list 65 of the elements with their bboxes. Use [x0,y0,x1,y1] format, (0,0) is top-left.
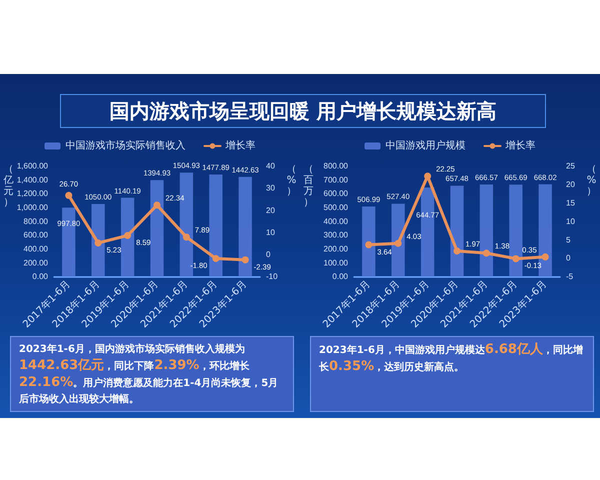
y-tick-label: 200.00 [24,258,49,268]
y2-axis-title: （%） [286,164,297,197]
bar [450,186,464,277]
y-tick-label: 600.00 [24,230,49,240]
y-tick-label: 100.00 [324,258,349,268]
text: 国内游戏市场呈现回暖 用户增长规模达新高 [60,94,546,128]
point [182,234,190,241]
y-tick-label: 0.00 [32,272,49,282]
y2-tick-label: 40 [266,162,276,170]
point [394,240,402,247]
point [242,256,249,264]
point [365,241,372,248]
y2-tick-label: -5 [566,272,574,282]
legend-label: 中国游戏市场实际销售收入 [66,140,186,152]
y2-tick-label: 20 [566,180,576,189]
y-axis-title: （亿元） [3,164,14,208]
point [65,192,72,199]
y-tick-label: 700.00 [324,175,349,184]
y-tick-label: 800.00 [324,162,349,170]
bar [120,198,134,277]
y-tick-label: 400.00 [24,244,49,254]
point [512,255,520,262]
y-tick-label: 1,000.00 [16,202,49,212]
y2-tick-label: 25 [566,162,576,170]
y-tick-label: 1,400.00 [16,175,49,184]
y2-tick-label: 10 [266,228,276,237]
legend-label: 增长率 [224,140,256,152]
y-tick-label: 200.00 [324,244,349,254]
y-tick-label: 500.00 [324,202,349,212]
bar [392,204,405,277]
y2-tick-label: 30 [266,184,276,193]
y-tick-label: 400.00 [324,216,349,226]
legend-label: 增长率 [504,140,536,152]
y-tick-label: 1,200.00 [16,189,49,198]
y2-tick-label: 15 [566,198,576,208]
text: 2023年1-6月，国内游戏市场实际销售收入规模为1442.63亿元，同比下降2.39%，环比增长22.16%。用户消费意愿及能力在1-4月尚未恢复，5月后市场收入出现较大增幅。 [19,344,278,405]
y2-tick-label: -10 [266,272,278,282]
point [542,253,549,260]
point [482,250,490,257]
y-tick-label: 600.00 [324,189,349,198]
point [124,232,132,240]
bar [209,174,222,277]
point [154,202,160,209]
bar [238,176,252,277]
point [454,247,460,254]
y2-tick-label: 20 [266,206,276,215]
text: 2023年1-6月，中国游戏用户规模达6.68亿人，同比增长0.35%，达到历史新高点。 [319,342,583,374]
y-tick-label: 800.00 [24,216,49,226]
y2-tick-label: 0 [266,250,271,260]
y-tick-label: 0.00 [332,272,349,282]
y-axis-title: （百万） [303,164,314,208]
legend-label: 中国游戏用户规模 [386,140,466,152]
point [212,255,220,262]
bar [509,184,522,277]
bar [362,206,376,277]
bar [92,204,105,277]
y2-tick-label: 10 [566,216,576,226]
y2-tick-label: 0 [566,254,571,263]
y-tick-label: 300.00 [324,230,349,240]
y-tick-label: 1,600.00 [16,162,49,170]
bar [150,180,164,277]
bar [480,184,494,277]
point [94,239,102,246]
y2-axis-title: （%） [586,164,597,197]
y2-tick-label: 5 [566,235,571,244]
